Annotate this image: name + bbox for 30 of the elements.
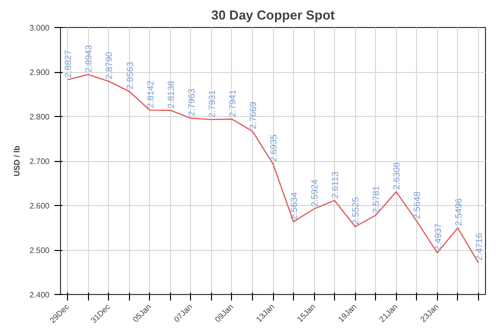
y-tick-label: 2.900: [29, 68, 50, 77]
text: 2.6935: [268, 134, 278, 162]
text: 2.5525: [350, 197, 361, 225]
text: 2.5648: [412, 192, 422, 220]
y-tick-label: 2.500: [29, 246, 50, 255]
y-tick-label: 2.700: [29, 157, 50, 166]
text: 2.4937: [432, 223, 443, 251]
text: 2.8142: [145, 80, 156, 108]
y-tick-label: 2.600: [29, 202, 50, 210]
y-tick-label: 2.400: [29, 290, 50, 300]
text: 2.5634: [289, 192, 300, 220]
y-axis-title: USD / lb: [12, 146, 22, 176]
text: 2.5781: [371, 186, 382, 214]
y-tick-label: 2.800: [29, 112, 50, 122]
text: 2.7963: [186, 88, 196, 116]
text: 2.6308: [392, 162, 402, 190]
text: 2.8790: [104, 52, 114, 80]
text: 2.7931: [206, 90, 217, 118]
text: 2.6113: [330, 172, 340, 198]
text: 2.5924: [310, 179, 320, 207]
text: 2.8943: [84, 45, 94, 73]
y-tick-label: 3.000: [29, 24, 50, 32]
text: 2.8138: [166, 80, 176, 108]
text: 2.5496: [453, 198, 464, 226]
text: 2.7941: [227, 90, 238, 118]
text: 2.4716: [474, 233, 484, 261]
text: 2.7669: [248, 102, 258, 130]
text: 2.8827: [63, 50, 74, 78]
text: 2.8563: [124, 62, 135, 90]
chart-title: 30 Day Copper Spot: [211, 8, 336, 22]
